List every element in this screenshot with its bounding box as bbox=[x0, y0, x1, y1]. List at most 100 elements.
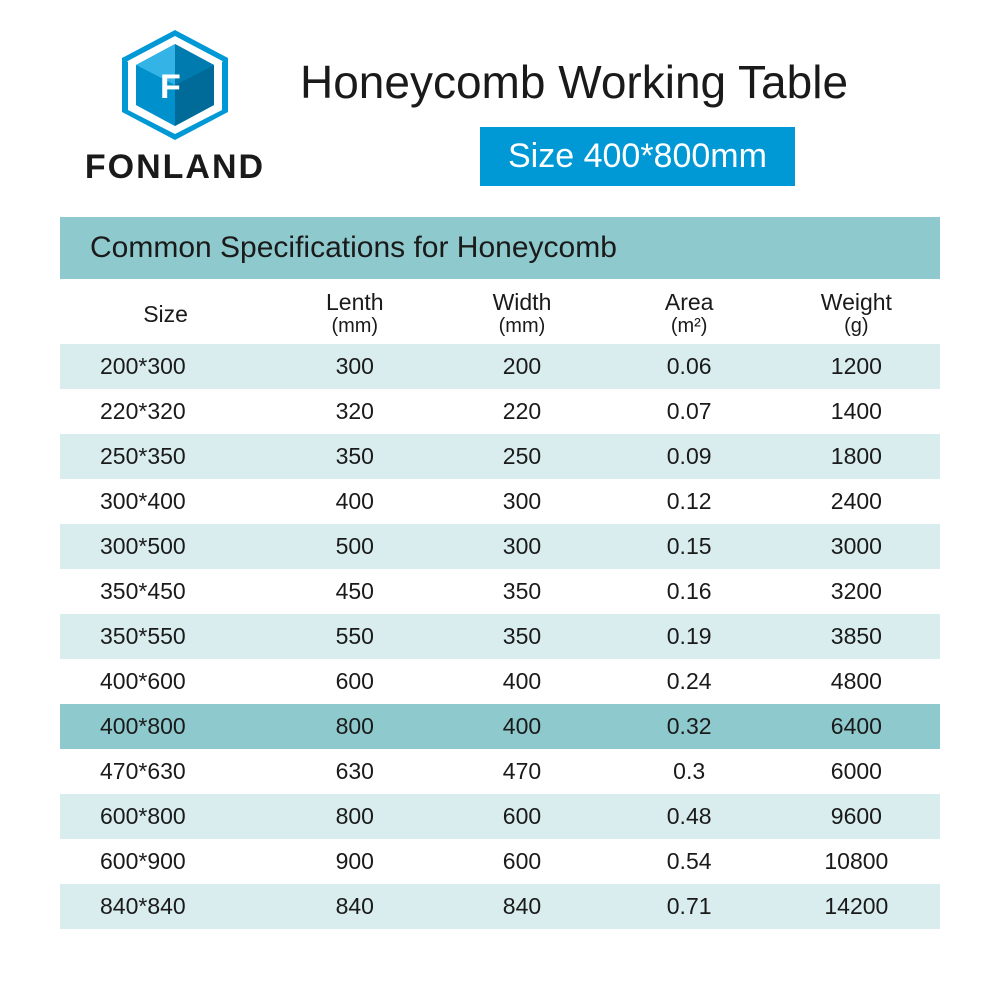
cell-length: 450 bbox=[271, 569, 438, 614]
col-width: Width (mm) bbox=[438, 279, 605, 344]
cell-area: 0.19 bbox=[606, 614, 773, 659]
cell-area: 0.09 bbox=[606, 434, 773, 479]
table-row: 300*5005003000.153000 bbox=[60, 524, 940, 569]
col-length: Lenth (mm) bbox=[271, 279, 438, 344]
cell-weight: 14200 bbox=[773, 884, 940, 929]
cell-area: 0.54 bbox=[606, 839, 773, 884]
cell-weight: 6400 bbox=[773, 704, 940, 749]
cell-size: 350*550 bbox=[60, 614, 271, 659]
col-area: Area (m²) bbox=[606, 279, 773, 344]
col-label: Width bbox=[493, 289, 552, 315]
table-row: 600*8008006000.489600 bbox=[60, 794, 940, 839]
table-title: Common Specifications for Honeycomb bbox=[60, 217, 940, 279]
cell-area: 0.06 bbox=[606, 344, 773, 389]
cell-width: 300 bbox=[438, 524, 605, 569]
cell-area: 0.71 bbox=[606, 884, 773, 929]
cell-size: 840*840 bbox=[60, 884, 271, 929]
cell-weight: 2400 bbox=[773, 479, 940, 524]
svg-text:F: F bbox=[160, 68, 181, 106]
cell-length: 350 bbox=[271, 434, 438, 479]
logo-block: F FONLAND bbox=[70, 30, 280, 187]
cell-size: 470*630 bbox=[60, 749, 271, 794]
cell-length: 630 bbox=[271, 749, 438, 794]
cell-size: 300*400 bbox=[60, 479, 271, 524]
spec-table-container: Common Specifications for Honeycomb Size… bbox=[60, 217, 940, 929]
col-unit: (mm) bbox=[275, 315, 434, 338]
cell-size: 400*600 bbox=[60, 659, 271, 704]
cell-length: 800 bbox=[271, 704, 438, 749]
cell-weight: 1200 bbox=[773, 344, 940, 389]
spec-table: Size Lenth (mm) Width (mm) Area (m²) Wei… bbox=[60, 279, 940, 929]
cell-length: 550 bbox=[271, 614, 438, 659]
cell-length: 900 bbox=[271, 839, 438, 884]
col-unit: (g) bbox=[777, 315, 936, 338]
cell-width: 840 bbox=[438, 884, 605, 929]
col-size: Size bbox=[60, 279, 271, 344]
cell-area: 0.32 bbox=[606, 704, 773, 749]
cell-width: 220 bbox=[438, 389, 605, 434]
cell-width: 400 bbox=[438, 704, 605, 749]
col-label: Size bbox=[143, 301, 188, 327]
cell-width: 200 bbox=[438, 344, 605, 389]
table-row: 200*3003002000.061200 bbox=[60, 344, 940, 389]
table-row: 470*6306304700.36000 bbox=[60, 749, 940, 794]
table-row: 400*8008004000.326400 bbox=[60, 704, 940, 749]
table-row: 350*4504503500.163200 bbox=[60, 569, 940, 614]
title-block: Honeycomb Working Table Size 400*800mm bbox=[280, 30, 960, 186]
cell-weight: 4800 bbox=[773, 659, 940, 704]
cell-size: 400*800 bbox=[60, 704, 271, 749]
cell-size: 250*350 bbox=[60, 434, 271, 479]
cell-width: 600 bbox=[438, 839, 605, 884]
cell-length: 840 bbox=[271, 884, 438, 929]
brand-logo-icon: F bbox=[110, 30, 240, 140]
table-row: 600*9009006000.5410800 bbox=[60, 839, 940, 884]
cell-width: 600 bbox=[438, 794, 605, 839]
cell-weight: 6000 bbox=[773, 749, 940, 794]
cell-width: 350 bbox=[438, 569, 605, 614]
brand-name: FONLAND bbox=[85, 148, 265, 187]
cell-size: 220*320 bbox=[60, 389, 271, 434]
cell-weight: 1400 bbox=[773, 389, 940, 434]
cell-width: 250 bbox=[438, 434, 605, 479]
cell-size: 600*900 bbox=[60, 839, 271, 884]
cell-weight: 9600 bbox=[773, 794, 940, 839]
cell-weight: 3850 bbox=[773, 614, 940, 659]
table-row: 300*4004003000.122400 bbox=[60, 479, 940, 524]
cell-area: 0.48 bbox=[606, 794, 773, 839]
cell-size: 600*800 bbox=[60, 794, 271, 839]
cell-size: 300*500 bbox=[60, 524, 271, 569]
table-row: 250*3503502500.091800 bbox=[60, 434, 940, 479]
cell-length: 400 bbox=[271, 479, 438, 524]
cell-width: 470 bbox=[438, 749, 605, 794]
col-label: Lenth bbox=[326, 289, 384, 315]
header: F FONLAND Honeycomb Working Table Size 4… bbox=[0, 0, 1000, 197]
cell-area: 0.16 bbox=[606, 569, 773, 614]
cell-length: 600 bbox=[271, 659, 438, 704]
cell-area: 0.3 bbox=[606, 749, 773, 794]
col-weight: Weight (g) bbox=[773, 279, 940, 344]
cell-area: 0.07 bbox=[606, 389, 773, 434]
table-row: 840*8408408400.7114200 bbox=[60, 884, 940, 929]
cell-size: 200*300 bbox=[60, 344, 271, 389]
cell-weight: 10800 bbox=[773, 839, 940, 884]
table-row: 350*5505503500.193850 bbox=[60, 614, 940, 659]
cell-weight: 3000 bbox=[773, 524, 940, 569]
cell-size: 350*450 bbox=[60, 569, 271, 614]
col-unit: (m²) bbox=[610, 315, 769, 338]
cell-length: 500 bbox=[271, 524, 438, 569]
table-header-row: Size Lenth (mm) Width (mm) Area (m²) Wei… bbox=[60, 279, 940, 344]
page-title: Honeycomb Working Table bbox=[300, 55, 960, 109]
col-label: Area bbox=[665, 289, 714, 315]
table-body: 200*3003002000.061200220*3203202200.0714… bbox=[60, 344, 940, 929]
size-badge: Size 400*800mm bbox=[480, 127, 795, 186]
cell-area: 0.12 bbox=[606, 479, 773, 524]
cell-weight: 3200 bbox=[773, 569, 940, 614]
col-label: Weight bbox=[821, 289, 892, 315]
cell-length: 320 bbox=[271, 389, 438, 434]
table-row: 400*6006004000.244800 bbox=[60, 659, 940, 704]
cell-width: 350 bbox=[438, 614, 605, 659]
cell-width: 300 bbox=[438, 479, 605, 524]
cell-area: 0.24 bbox=[606, 659, 773, 704]
cell-area: 0.15 bbox=[606, 524, 773, 569]
cell-length: 300 bbox=[271, 344, 438, 389]
